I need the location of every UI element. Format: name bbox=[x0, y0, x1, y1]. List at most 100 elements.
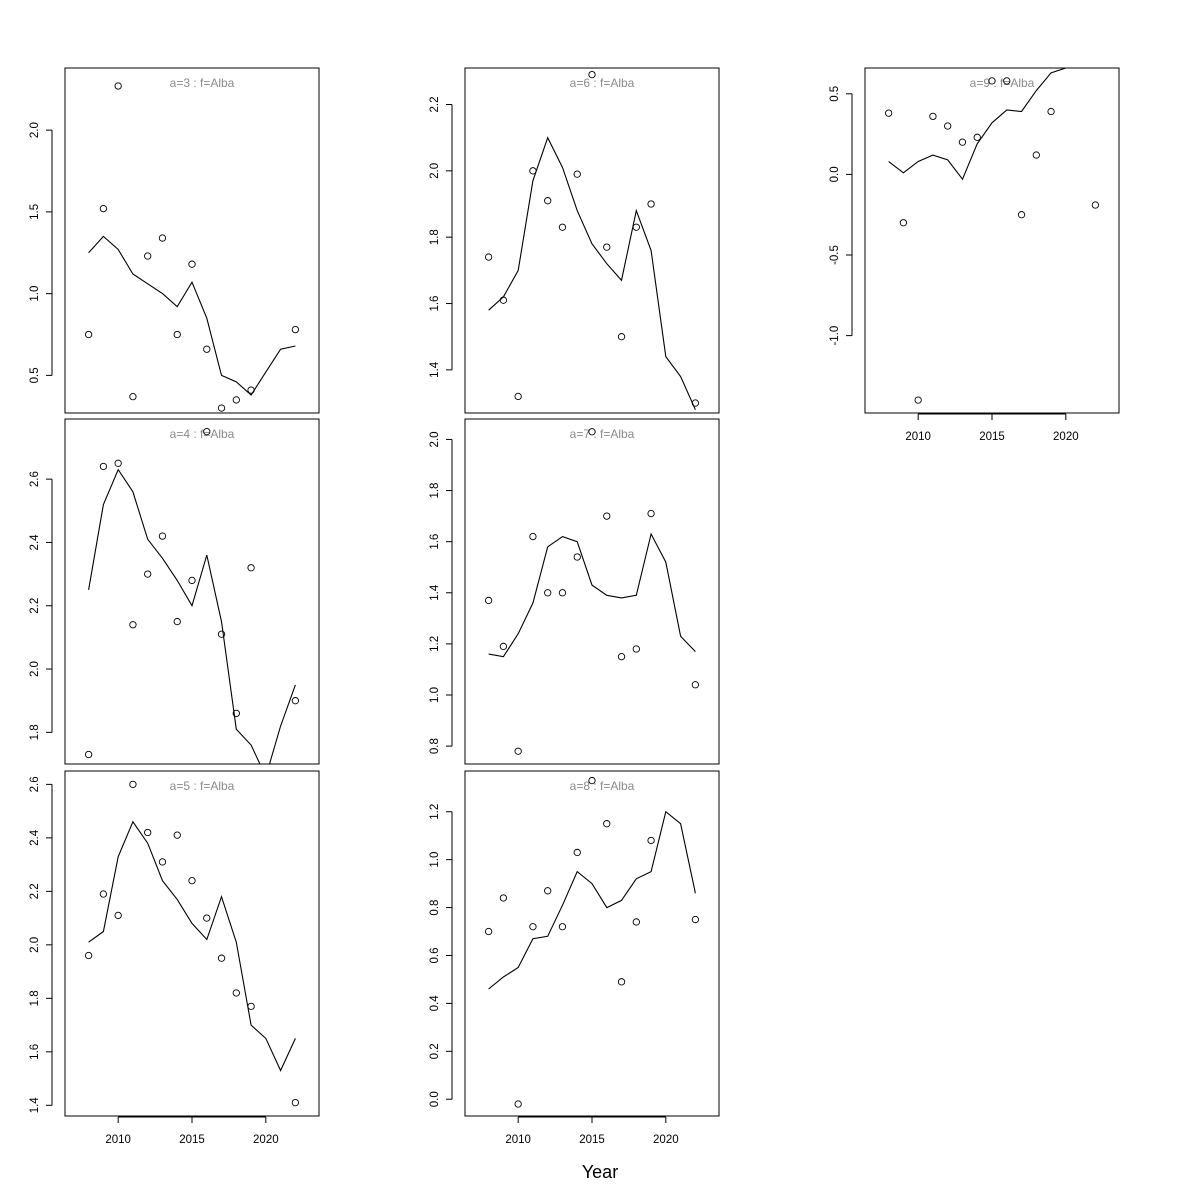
panel: a=5 : f=Alba 1.4 1.6 1.8 2.0 2.2 2.4 2.6 2010 201… bbox=[29, 770, 320, 1146]
y-tick-label: 0.0 bbox=[429, 1091, 441, 1107]
y-tick-label: 0.6 bbox=[429, 947, 441, 963]
observed-point bbox=[203, 914, 211, 922]
observed-point bbox=[529, 532, 537, 541]
observed-point bbox=[99, 890, 108, 898]
observed-point bbox=[1032, 151, 1040, 159]
fitted-series-line bbox=[488, 136, 696, 410]
observed-point bbox=[988, 77, 996, 85]
observed-point bbox=[484, 253, 493, 261]
observed-point bbox=[232, 396, 240, 404]
y-tick-label: 2.4 bbox=[29, 534, 41, 551]
observed-point bbox=[217, 630, 226, 638]
y-tick-label: 2.4 bbox=[29, 829, 41, 846]
y-tick-label: 2.6 bbox=[29, 471, 41, 487]
observed-point bbox=[188, 877, 196, 885]
observed-point bbox=[529, 167, 537, 175]
observed-point bbox=[573, 553, 581, 561]
panel-data bbox=[484, 70, 700, 410]
y-tick-label: -0.5 bbox=[829, 245, 841, 265]
observed-point bbox=[158, 532, 167, 540]
fitted-series-line bbox=[88, 468, 296, 764]
observed-point bbox=[114, 459, 122, 467]
observed-point bbox=[84, 750, 93, 759]
x-tick-label: 2020 bbox=[253, 1134, 279, 1146]
observed-point bbox=[632, 223, 640, 231]
observed-point bbox=[484, 927, 493, 936]
x-tick-label: 2010 bbox=[905, 431, 931, 443]
observed-point bbox=[544, 589, 552, 597]
observed-point bbox=[203, 428, 211, 436]
panel: a=6 : f=Alba 1.4 1.6 1.8 2.0 2.2 bbox=[429, 67, 720, 414]
y-tick-label: 2.0 bbox=[29, 937, 41, 953]
panel-frame bbox=[64, 770, 320, 1117]
y-tick-label: 0.0 bbox=[829, 166, 841, 182]
x-tick-label: 2020 bbox=[653, 1134, 679, 1146]
y-tick-label: 0.2 bbox=[429, 1043, 441, 1059]
observed-point bbox=[247, 386, 255, 394]
y-tick-label: 2.2 bbox=[29, 598, 41, 614]
panel-frame bbox=[464, 418, 720, 765]
observed-point bbox=[958, 138, 967, 146]
panel-title: a=6 : f=Alba bbox=[570, 76, 635, 90]
x-tick-label: 2010 bbox=[505, 1134, 531, 1146]
observed-point bbox=[617, 978, 626, 986]
y-tick-label: 1.6 bbox=[429, 534, 441, 550]
observed-point bbox=[173, 617, 181, 626]
observed-point bbox=[1047, 107, 1055, 116]
observed-point bbox=[914, 396, 922, 404]
y-tick-label: 1.0 bbox=[29, 286, 41, 302]
fitted-series-line bbox=[488, 810, 696, 990]
observed-point bbox=[929, 112, 937, 121]
observed-point bbox=[544, 887, 552, 895]
observed-point bbox=[217, 404, 226, 412]
panel-frame bbox=[64, 418, 320, 765]
y-tick-label: -1.0 bbox=[829, 326, 841, 346]
observed-point bbox=[499, 894, 508, 902]
panel-title: a=5 : f=Alba bbox=[170, 779, 235, 793]
observed-point bbox=[158, 858, 167, 866]
observed-point bbox=[691, 681, 700, 689]
y-tick-label: 2.0 bbox=[429, 163, 441, 179]
panel: a=7 : f=Alba 0.8 1.0 1.2 1.4 1.6 1.8 2.0 bbox=[429, 418, 720, 765]
observed-point bbox=[144, 828, 152, 837]
observed-point bbox=[158, 234, 167, 242]
y-tick-label: 0.5 bbox=[829, 86, 841, 102]
panel: a=8 : f=Alba 0.0 0.2 0.4 0.6 0.8 1.0 1.2 2010 201… bbox=[429, 770, 720, 1146]
observed-point bbox=[573, 848, 581, 857]
observed-point bbox=[514, 747, 522, 755]
observed-point bbox=[899, 219, 908, 227]
y-tick-label: 1.4 bbox=[429, 584, 441, 601]
panel-title: a=8 : f=Alba bbox=[570, 779, 635, 793]
observed-point bbox=[114, 911, 122, 920]
panel-title: a=3 : f=Alba bbox=[170, 76, 235, 90]
observed-point bbox=[484, 596, 493, 605]
x-tick-label: 2015 bbox=[179, 1134, 205, 1146]
observed-point bbox=[247, 564, 255, 572]
observed-point bbox=[129, 621, 137, 629]
observed-point bbox=[603, 512, 611, 520]
observed-point bbox=[558, 589, 567, 597]
observed-point bbox=[84, 951, 93, 960]
observed-point bbox=[291, 325, 300, 334]
y-tick-label: 2.2 bbox=[429, 96, 441, 112]
observed-point bbox=[588, 428, 596, 436]
panel-data bbox=[84, 428, 300, 764]
panel-data bbox=[484, 428, 700, 755]
observed-point bbox=[84, 330, 93, 339]
y-tick-label: 0.4 bbox=[429, 995, 441, 1012]
y-tick-label: 1.5 bbox=[29, 204, 41, 220]
observed-point bbox=[617, 653, 626, 661]
observed-point bbox=[884, 109, 893, 117]
panel-data bbox=[884, 68, 1100, 404]
observed-point bbox=[603, 243, 611, 251]
y-tick-label: 1.2 bbox=[429, 804, 441, 820]
y-tick-label: 2.0 bbox=[429, 431, 441, 447]
y-tick-label: 0.8 bbox=[429, 738, 441, 754]
panel-data bbox=[84, 82, 300, 412]
x-tick-label: 2020 bbox=[1053, 431, 1079, 443]
observed-point bbox=[188, 260, 196, 268]
y-tick-label: 1.4 bbox=[29, 1097, 41, 1114]
observed-point bbox=[99, 462, 108, 471]
panel: a=3 : f=Alba 0.5 1.0 1.5 2.0 bbox=[29, 67, 320, 414]
